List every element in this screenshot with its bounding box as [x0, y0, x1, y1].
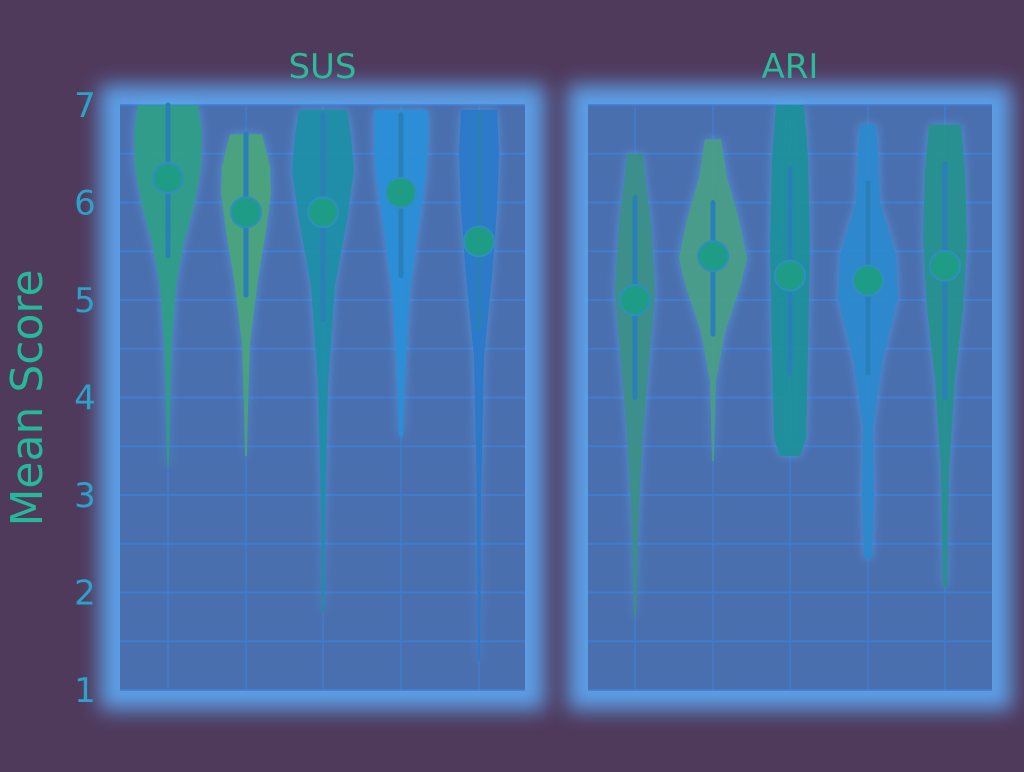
violin-median-dot	[697, 240, 729, 273]
y-tick-label: 7	[74, 86, 96, 126]
y-tick-label: 2	[74, 574, 96, 614]
marks-layer	[134, 102, 967, 661]
text-layer: SUS ARI 1 2 3 4 5 6 7 Mean Score	[2, 47, 818, 711]
violin-median-dot	[619, 284, 651, 316]
panel-title: SUS	[288, 47, 356, 87]
y-tick-label: 4	[74, 379, 96, 419]
violin-median-dot	[929, 249, 961, 282]
y-tick-label: 5	[74, 281, 96, 321]
violin-median-dot	[307, 196, 339, 229]
y-tick-label: 6	[74, 184, 96, 224]
violin-median-dot	[852, 264, 884, 297]
violin-median-dot	[385, 176, 417, 209]
panel-title: ARI	[762, 47, 819, 87]
y-tick-label: 1	[74, 671, 96, 711]
y-tick-label: 3	[74, 476, 96, 516]
y-axis-label: Mean Score	[2, 269, 53, 526]
violin-body	[292, 109, 354, 612]
violin-median-dot	[230, 196, 262, 229]
violin-median-dot	[463, 225, 495, 258]
violin-median-dot	[152, 162, 184, 195]
violin-median-dot	[774, 259, 806, 292]
violin-body	[134, 105, 202, 466]
